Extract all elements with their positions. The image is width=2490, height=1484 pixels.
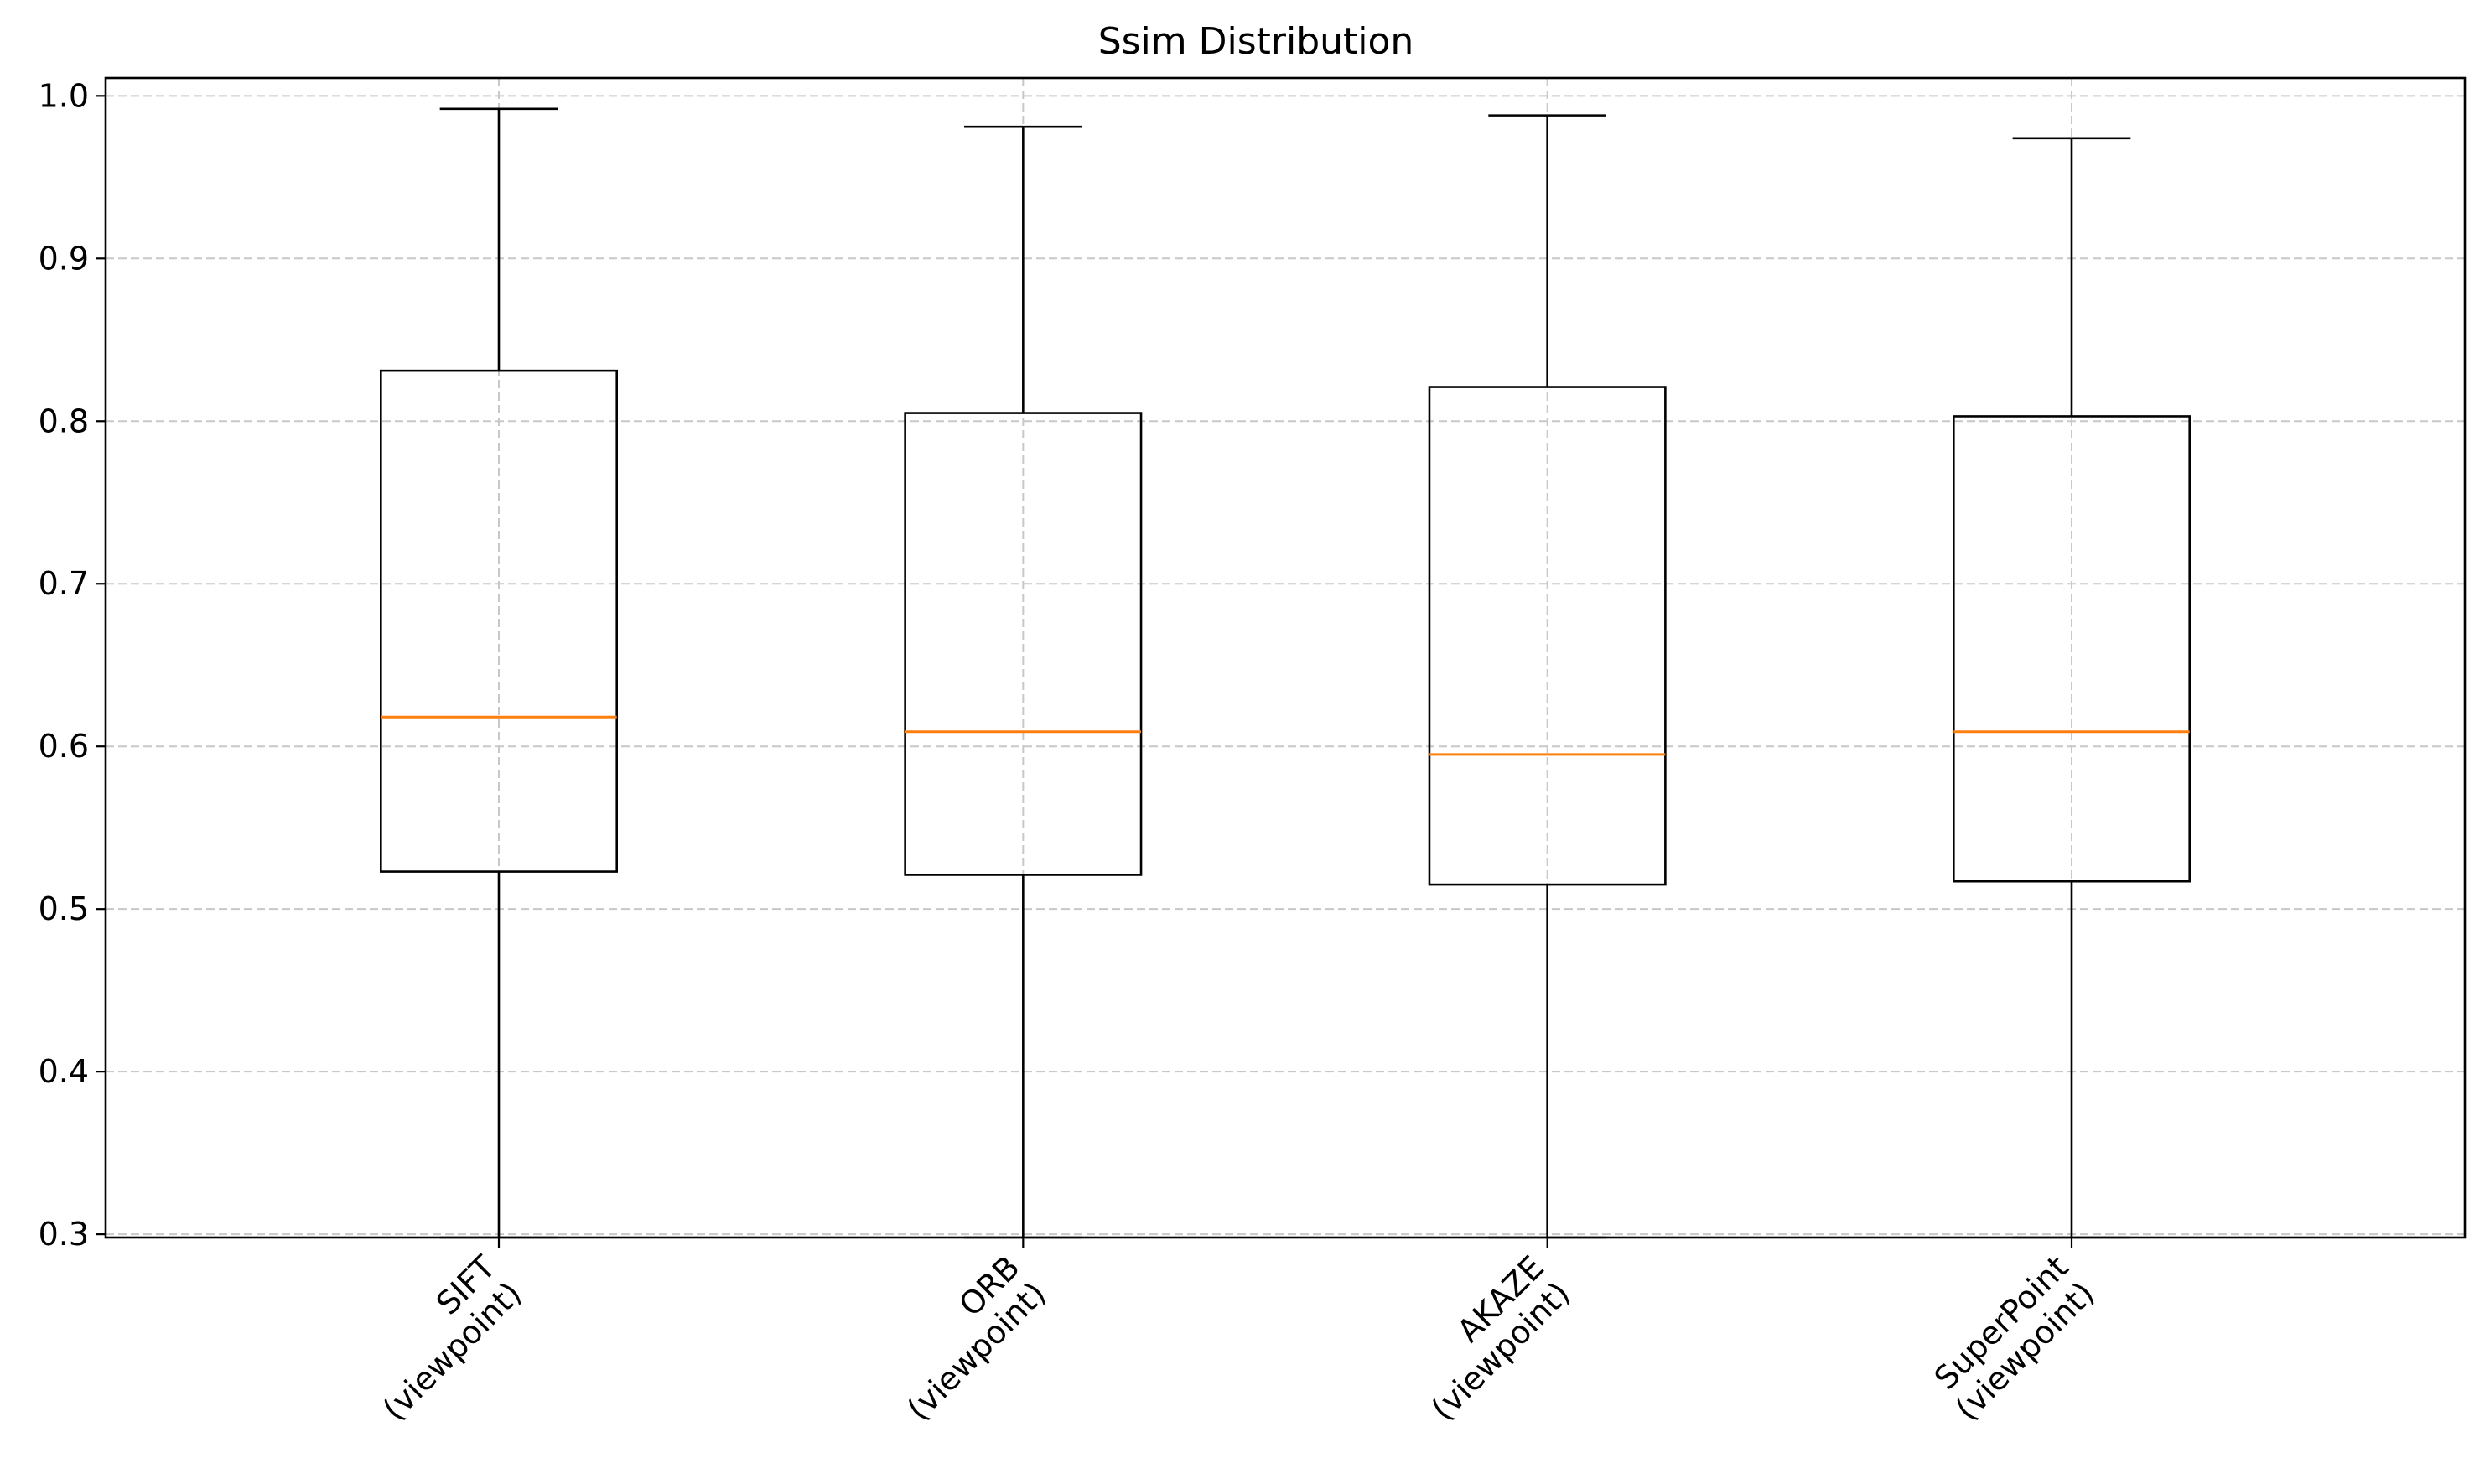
x-tick-label: AKAZE(viewpoint) (1398, 1248, 1578, 1428)
y-tick-label: 0.8 (39, 402, 89, 439)
box-iqr (904, 412, 1143, 876)
boxes-layer (379, 107, 2192, 1239)
y-tick-label: 0.7 (39, 565, 89, 602)
y-tick-label: 0.9 (39, 240, 89, 277)
y-tick-label: 0.4 (39, 1053, 89, 1090)
y-tick-label: 1.0 (39, 77, 89, 114)
box-iqr (1428, 386, 1667, 886)
y-axis: 0.3 0.4 0.5 0.6 0.7 0.8 0.9 1.0 (39, 77, 106, 1253)
box-iqr (1953, 415, 2192, 883)
y-tick-label: 0.3 (39, 1216, 89, 1253)
grid-lines (106, 78, 2465, 1238)
x-axis: SIFT(viewpoint) ORB(viewpoint) AKAZE(viewp… (350, 1238, 2102, 1428)
x-tick-label: SuperPoint(viewpoint) (1922, 1248, 2102, 1428)
box-iqr (379, 369, 618, 873)
y-tick-label: 0.6 (39, 728, 89, 765)
x-tick-label: SIFT(viewpoint) (350, 1248, 529, 1428)
chart-title: Ssim Distribution (1098, 20, 1414, 63)
y-tick-label: 0.5 (39, 890, 89, 927)
plot-area-frame (104, 76, 2467, 1239)
x-tick-label: ORB(viewpoint) (874, 1248, 1053, 1428)
